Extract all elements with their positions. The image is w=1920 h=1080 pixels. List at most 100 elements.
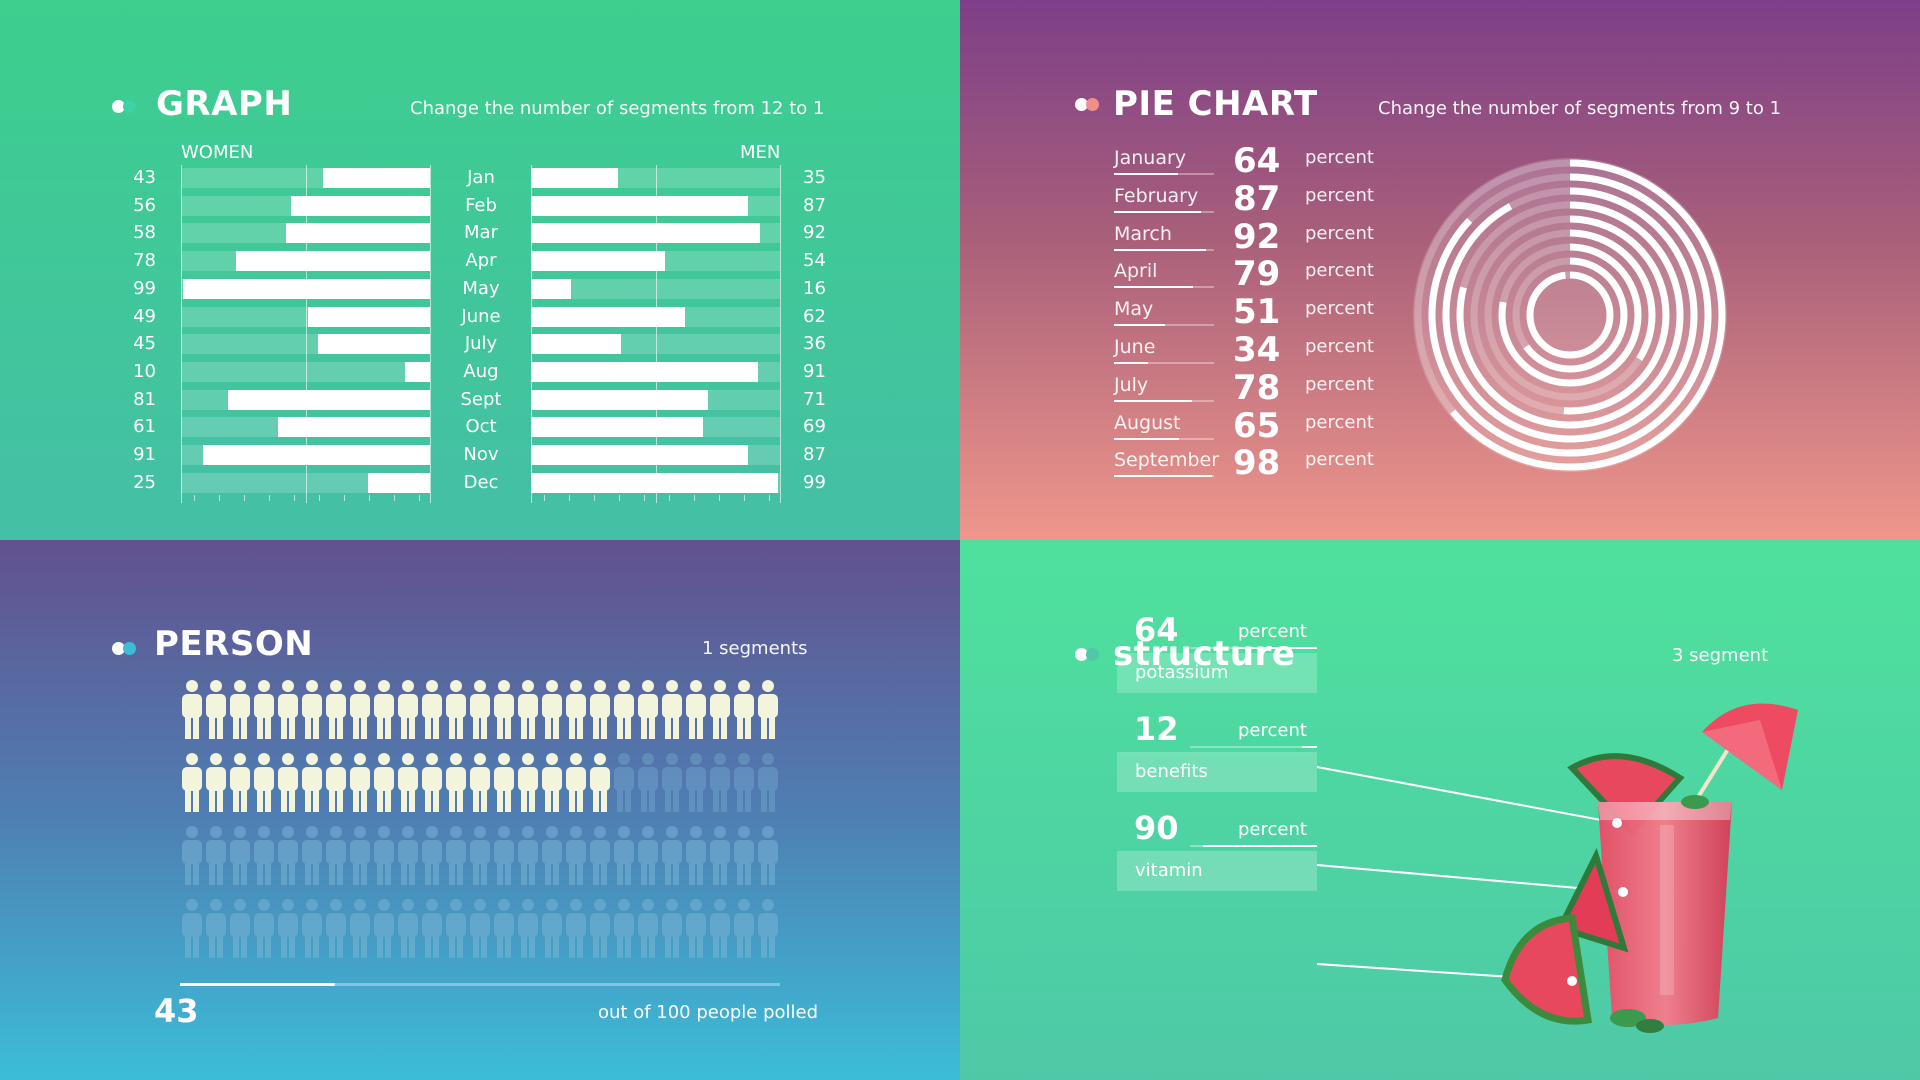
structure-subtitle: 3 segment — [1672, 645, 1769, 666]
graph-tick-women-1 — [218, 495, 220, 501]
graph-tick-women-3 — [268, 495, 270, 501]
graph-tick-women-0 — [193, 495, 195, 501]
women-value-7: 10 — [133, 360, 156, 382]
graph-dot-a — [112, 100, 125, 113]
men-bar-11 — [531, 472, 778, 493]
person-icon-26 — [206, 753, 226, 812]
person-icon-35 — [422, 753, 442, 812]
person-icon-84 — [398, 899, 418, 958]
person-icon-18 — [614, 680, 634, 739]
person-icon-25 — [182, 753, 202, 812]
month-label-0: Jan — [467, 167, 495, 188]
men-value-1: 87 — [803, 194, 826, 216]
month-label-4: May — [462, 277, 500, 299]
pie-rings — [1413, 158, 1727, 472]
graph-panel: GRAPH Change the number of segments from… — [0, 0, 960, 540]
structure-label-box-1 — [1117, 752, 1317, 792]
women-value-5: 49 — [133, 305, 156, 327]
graph-tick-women-2 — [243, 495, 245, 501]
graph-tick-men-8 — [743, 495, 745, 501]
graph-tick-men-3 — [618, 495, 620, 501]
month-label-6: July — [464, 333, 498, 355]
women-bar-5 — [307, 306, 430, 327]
glass-icon — [1598, 802, 1732, 1025]
men-bar-8 — [531, 389, 708, 410]
men-value-10: 87 — [803, 444, 826, 465]
month-label-8: Sept — [460, 388, 502, 410]
graph-tick-men-9 — [768, 495, 770, 501]
person-icon-97 — [710, 899, 730, 958]
women-bar-4 — [183, 278, 430, 299]
person-caption: out of 100 people polled — [598, 1002, 819, 1023]
person-icon-83 — [374, 899, 394, 958]
person-icon-68 — [614, 826, 634, 885]
women-bar-1 — [290, 195, 430, 216]
structure-dot-a — [1075, 648, 1088, 661]
person-icon-73 — [734, 826, 754, 885]
men-bar-5 — [531, 306, 686, 327]
pie-value-4: 51 — [1233, 292, 1281, 333]
men-value-2: 92 — [803, 222, 826, 244]
person-icon-41 — [566, 753, 586, 812]
structure-dots-icon — [1075, 646, 1105, 662]
person-icon-22 — [710, 680, 730, 739]
women-value-9: 61 — [133, 416, 156, 438]
pie-month-fill-7 — [1114, 437, 1179, 440]
person-icon-44 — [638, 753, 658, 812]
person-icon-17 — [590, 680, 610, 739]
structure-panel: structure 3 segment 64 percent potassium 12… — [960, 540, 1920, 1080]
men-bar-0 — [531, 168, 619, 188]
person-icon-37 — [470, 753, 490, 812]
graph-axis-line-5 — [780, 165, 781, 503]
person-icon-46 — [686, 753, 706, 812]
person-dot-a — [112, 642, 125, 655]
pie-month-7: August — [1114, 411, 1181, 434]
person-icon-23 — [734, 680, 754, 739]
person-icon-91 — [566, 899, 586, 958]
person-icon-1 — [206, 680, 226, 739]
men-bar-4 — [531, 278, 571, 299]
graph-dots-icon — [112, 98, 142, 114]
women-value-3: 78 — [133, 250, 156, 272]
person-icon-20 — [662, 680, 682, 739]
pie-title: PIE CHART — [1113, 84, 1318, 124]
pie-ring-7 — [1512, 257, 1628, 373]
pie-value-1: 87 — [1233, 178, 1281, 219]
month-label-5: June — [461, 305, 501, 327]
person-icon-34 — [398, 753, 418, 812]
structure-fill-2 — [1202, 845, 1317, 847]
person-icon-5 — [302, 680, 322, 739]
graph-subtitle: Change the number of segments from 12 to… — [410, 98, 825, 119]
pie-month-fill-4 — [1114, 324, 1165, 327]
month-label-11: Dec — [463, 471, 499, 493]
women-bar-10 — [203, 445, 430, 465]
person-icon-81 — [326, 899, 346, 958]
connector-line-2 — [1316, 864, 1624, 893]
person-icon-40 — [542, 753, 562, 812]
person-icon-77 — [230, 899, 250, 958]
pie-ring-5 — [1484, 229, 1656, 401]
graph-axis-line-2 — [430, 165, 431, 503]
person-icon-94 — [638, 899, 658, 958]
men-value-0: 35 — [803, 167, 826, 188]
men-bar-1 — [531, 195, 748, 216]
person-icon-8 — [374, 680, 394, 739]
pie-month-3: April — [1114, 260, 1158, 283]
person-icon-28 — [254, 753, 274, 812]
structure-title: structure — [1113, 634, 1296, 674]
person-icon-98 — [734, 899, 754, 958]
structure-dot-b — [1086, 648, 1099, 661]
pie-unit-1: percent — [1305, 184, 1374, 206]
structure-unit-2: percent — [1238, 819, 1307, 840]
women-value-11: 25 — [133, 471, 156, 493]
pie-subtitle: Change the number of segments from 9 to … — [1378, 98, 1782, 119]
connector-dot-2 — [1618, 887, 1628, 897]
graph-tick-women-5 — [318, 495, 320, 501]
person-icon-2 — [230, 680, 250, 739]
mint-leaf-1 — [1610, 1009, 1646, 1027]
watermelon-drink-image — [1316, 703, 1798, 1033]
person-icon-33 — [374, 753, 394, 812]
person-icon-29 — [278, 753, 298, 812]
connector-line-1 — [1316, 766, 1618, 824]
pie-unit-0: percent — [1305, 147, 1374, 168]
